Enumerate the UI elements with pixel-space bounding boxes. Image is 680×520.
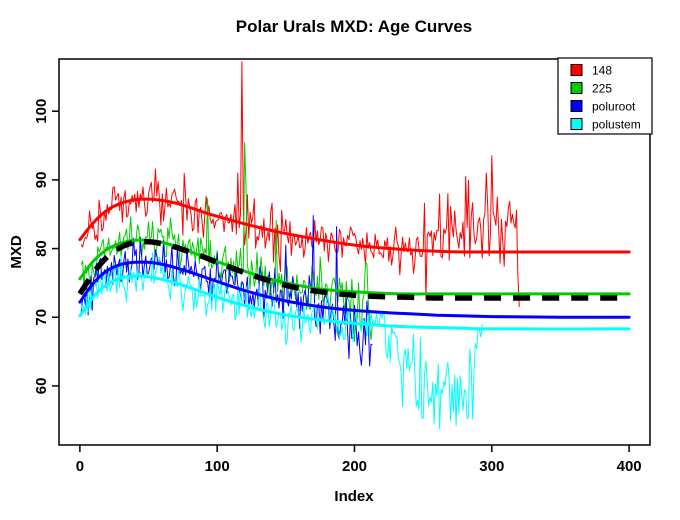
legend-swatch-148 [570, 64, 583, 76]
x-tick-label: 200 [342, 458, 367, 475]
series-polustem-smooth-curve [78, 274, 631, 331]
legend-swatch-poluroot [570, 100, 583, 112]
series-225-smooth-curve [78, 238, 631, 296]
series-148-smooth-curve [78, 197, 631, 254]
plot-area: 0 100 200 300 400 60 70 80 90 100 [33, 61, 642, 475]
x-tick-label: 100 [205, 458, 230, 475]
chart-title: Polar Urals MXD: Age Curves [236, 17, 473, 36]
legend-label-poluroot: poluroot [592, 100, 636, 114]
y-tick-label: 80 [33, 240, 50, 257]
x-tick-label: 0 [76, 458, 84, 475]
legend-swatch-polustem [570, 118, 583, 130]
y-tick-label: 60 [33, 378, 50, 395]
series-layer [77, 61, 631, 429]
y-tick-label: 100 [33, 99, 50, 124]
legend-swatch-225 [570, 82, 583, 94]
x-tick-label: 400 [617, 458, 642, 475]
x-axis-label: Index [334, 488, 374, 505]
y-tick-label: 70 [33, 309, 50, 326]
legend: 148 225 poluroot polustem [557, 57, 653, 135]
legend-label-225: 225 [592, 82, 612, 96]
series-poluroot-smooth-curve [78, 260, 631, 319]
legend-label-polustem: polustem [592, 118, 641, 132]
series-mean-dashed-curve [77, 238, 630, 301]
x-tick-label: 300 [479, 458, 504, 475]
series-148-noisy-line [80, 61, 520, 307]
legend-label-148: 148 [592, 64, 612, 78]
plot-border [58, 58, 651, 446]
y-tick-label: 90 [33, 172, 50, 189]
y-axis-label: MXD [8, 235, 25, 269]
